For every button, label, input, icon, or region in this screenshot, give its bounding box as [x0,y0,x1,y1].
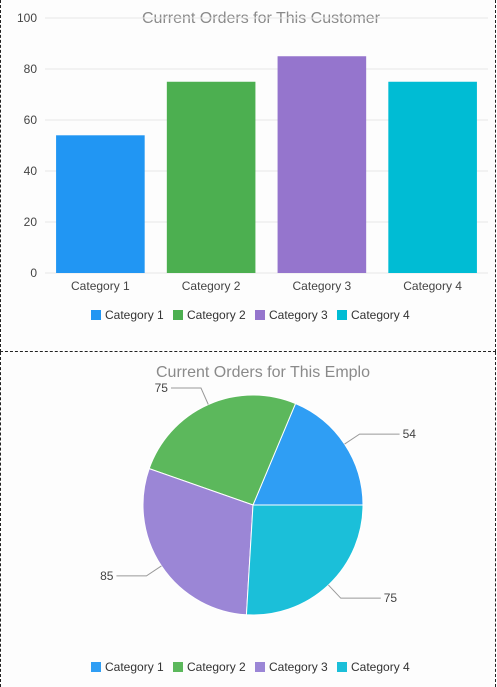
legend-label[interactable]: Category 4 [351,308,410,322]
legend-swatch[interactable] [173,310,183,320]
bar[interactable] [166,81,256,273]
pie-chart: Current Orders for This Emplo 54 75 85 75 C… [91,364,417,674]
pie-slice[interactable] [245,504,364,616]
y-tick-label: 20 [24,215,38,229]
pie-chart-panel: Current Orders for This Emplo 54 75 85 75 C… [0,352,496,687]
pie-slice[interactable] [252,402,364,506]
legend-swatch[interactable] [255,662,265,672]
legend-swatch[interactable] [91,662,101,672]
legend-swatch[interactable] [337,662,347,672]
legend-swatch[interactable] [91,310,101,320]
x-tick-label: Category 2 [182,279,241,293]
legend-label[interactable]: Category 1 [105,660,164,674]
pie-slice[interactable] [148,394,297,506]
x-tick-label: Category 3 [293,279,352,293]
x-tick-label: Category 1 [71,279,130,293]
legend-label[interactable]: Category 2 [187,308,246,322]
y-tick-label: 40 [24,164,38,178]
legend-swatch[interactable] [255,310,265,320]
leader-line [328,584,381,599]
y-tick-label: 60 [24,113,38,127]
legend-label[interactable]: Category 1 [105,308,164,322]
bar[interactable] [56,135,145,273]
legend-swatch[interactable] [173,662,183,672]
legend-swatch[interactable] [337,310,347,320]
y-tick-label: 0 [30,266,37,280]
y-tick-label: 100 [17,11,37,25]
bar[interactable] [277,56,367,273]
pie-slice[interactable] [142,467,254,616]
legend-label[interactable]: Category 2 [187,660,246,674]
bar-chart-panel: Current Orders for This Customer 0 20 40 60… [0,0,496,352]
x-tick-label: Category 4 [403,279,462,293]
slice-label: 75 [384,591,398,605]
bar-chart: Current Orders for This Customer 0204060… [17,10,488,322]
slice-label: 85 [100,569,114,583]
leader-line [170,387,209,405]
slice-label: 54 [403,427,417,441]
leader-line [116,565,162,577]
legend-label[interactable]: Category 4 [351,660,410,674]
y-tick-label: 80 [24,62,38,76]
leader-line [344,433,400,445]
bar[interactable] [388,81,477,273]
pie-chart-title: Current Orders for This Emplo [156,364,370,381]
legend-label[interactable]: Category 3 [269,660,328,674]
slice-label: 75 [155,381,169,395]
legend-label[interactable]: Category 3 [269,308,328,322]
